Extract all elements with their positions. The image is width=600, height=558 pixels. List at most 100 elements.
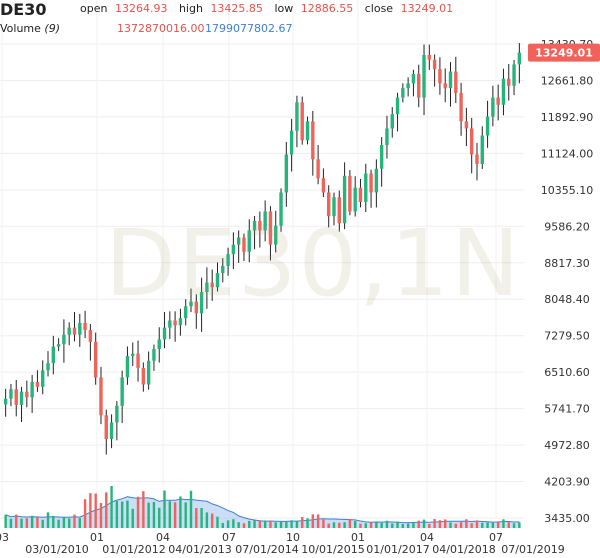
candle-body [252, 220, 257, 231]
candle-body [162, 327, 167, 340]
volume-bar [459, 522, 463, 528]
volume-bar [173, 502, 177, 528]
volume-bar [290, 520, 293, 528]
candle [136, 340, 140, 382]
candle [316, 145, 320, 185]
candle-body [316, 159, 320, 179]
volume-bar [110, 486, 113, 528]
candle [475, 142, 479, 181]
candle [194, 294, 199, 329]
high-label: high [178, 2, 203, 15]
candle-body [152, 348, 156, 361]
volume-bar [502, 519, 505, 528]
y-axis: 3435.00 4203.90 4972.80 5741.70 6510.60 7279.… [541, 38, 594, 525]
volume-bar [380, 522, 383, 528]
candle-body [390, 114, 394, 129]
candle [189, 288, 193, 313]
volume-title: Volume (9) [0, 22, 60, 35]
symbol-title: DE30 [0, 0, 47, 19]
candle [406, 77, 410, 97]
candle [62, 319, 66, 363]
volume-bar [353, 520, 357, 528]
candle [173, 311, 177, 342]
candle [231, 232, 236, 270]
candle-body [210, 282, 214, 288]
candle-body [448, 71, 453, 89]
volume-bar [412, 522, 415, 528]
low-value: 12886.55 [300, 2, 354, 15]
candle-body [263, 211, 267, 231]
candle [289, 118, 294, 172]
volume-bar [422, 519, 426, 528]
candle-body [184, 306, 188, 319]
volume-bar [332, 522, 336, 528]
candle-body [25, 391, 29, 398]
candle [337, 190, 341, 232]
volume-bar [232, 519, 235, 528]
candle [305, 116, 310, 145]
candle-body [199, 292, 204, 314]
y-tick-label: 11124.00 [541, 147, 594, 160]
candle [109, 414, 114, 449]
volume-bar [338, 522, 341, 528]
volume-bar [36, 517, 39, 528]
candle [300, 96, 304, 145]
candle [390, 107, 394, 138]
volume-bar [285, 522, 288, 528]
x-tick-label: 04/01/2013 [168, 543, 231, 556]
candle-body [300, 102, 304, 141]
candle-body [427, 54, 432, 60]
candle-body [279, 192, 283, 226]
candle [342, 162, 347, 230]
candle-body [469, 128, 474, 155]
candle [432, 54, 437, 87]
volume-bar [507, 522, 510, 528]
candle [46, 351, 50, 377]
x-tick-label: 07 [222, 531, 236, 544]
high-value: 13425.85 [210, 2, 263, 15]
volume-bar [41, 519, 44, 528]
candle [395, 92, 400, 132]
candle-body [242, 237, 246, 252]
volume-bar [147, 502, 150, 528]
volume-bar [391, 523, 394, 528]
candle [88, 324, 93, 361]
candle-body [512, 64, 516, 86]
candle [168, 311, 172, 339]
candle [517, 43, 522, 84]
volume-bar [105, 492, 108, 528]
candle-body [215, 273, 220, 288]
candle-body [178, 318, 183, 326]
last-price-label: 13249.01 [535, 47, 593, 60]
candle-body [51, 346, 56, 364]
volume-bar [258, 521, 262, 528]
candle-body [369, 173, 373, 193]
y-tick-label: 4972.80 [544, 439, 590, 452]
candle-body [432, 59, 437, 70]
volume-bar [369, 522, 373, 528]
candle-body [56, 344, 61, 347]
candle-body [454, 71, 458, 93]
volume-bar [73, 514, 76, 528]
volume-bar [205, 512, 209, 528]
volume-bar [433, 519, 436, 528]
y-tick-label: 7279.50 [544, 330, 590, 343]
volume-bar [475, 520, 479, 528]
x-tick-label: 10 [286, 531, 300, 544]
candle [14, 379, 18, 417]
candle-body [485, 116, 490, 136]
volume-bar [62, 516, 66, 528]
volume-bar [301, 517, 304, 528]
y-tick-label: 8817.30 [544, 257, 590, 270]
candle [93, 332, 98, 385]
candle [157, 327, 161, 363]
candle-body [517, 52, 522, 65]
candle-body [136, 353, 140, 368]
candle [284, 142, 289, 207]
volume-bar [78, 518, 81, 528]
candle [120, 370, 124, 424]
y-tick-label: 4203.90 [544, 476, 590, 489]
x-tick-label: 10/01/2015 [301, 543, 364, 556]
candle [411, 69, 416, 97]
